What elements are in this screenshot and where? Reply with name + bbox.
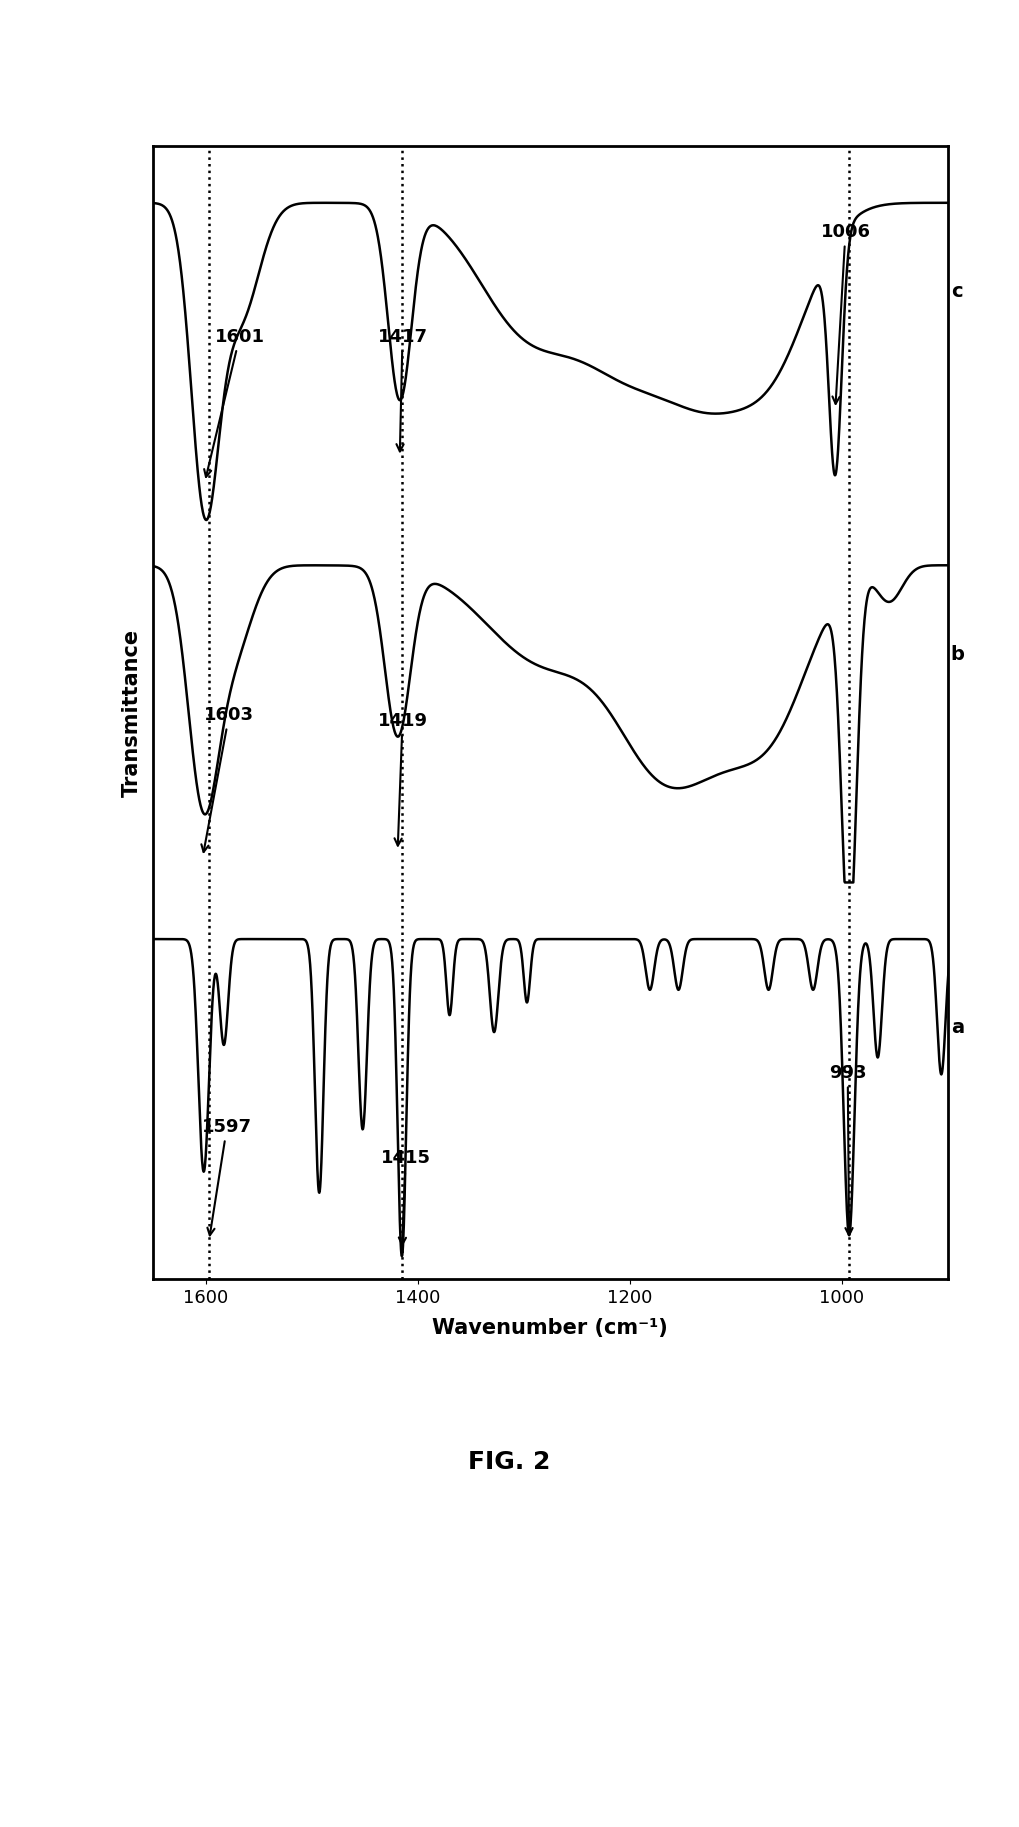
Text: 1597: 1597 bbox=[202, 1118, 252, 1235]
Text: 993: 993 bbox=[829, 1063, 866, 1235]
Y-axis label: Transmittance: Transmittance bbox=[121, 628, 142, 797]
X-axis label: Wavenumber (cm⁻¹): Wavenumber (cm⁻¹) bbox=[432, 1317, 668, 1337]
Text: 1601: 1601 bbox=[204, 327, 265, 477]
Text: 1415: 1415 bbox=[381, 1149, 431, 1244]
Text: 1419: 1419 bbox=[377, 713, 428, 846]
Text: 1603: 1603 bbox=[202, 705, 254, 851]
Text: c: c bbox=[951, 281, 963, 301]
Text: FIG. 2: FIG. 2 bbox=[469, 1449, 550, 1474]
Text: 1006: 1006 bbox=[820, 223, 870, 404]
Text: 1417: 1417 bbox=[377, 327, 428, 451]
Text: a: a bbox=[951, 1018, 964, 1038]
Text: b: b bbox=[951, 645, 965, 663]
